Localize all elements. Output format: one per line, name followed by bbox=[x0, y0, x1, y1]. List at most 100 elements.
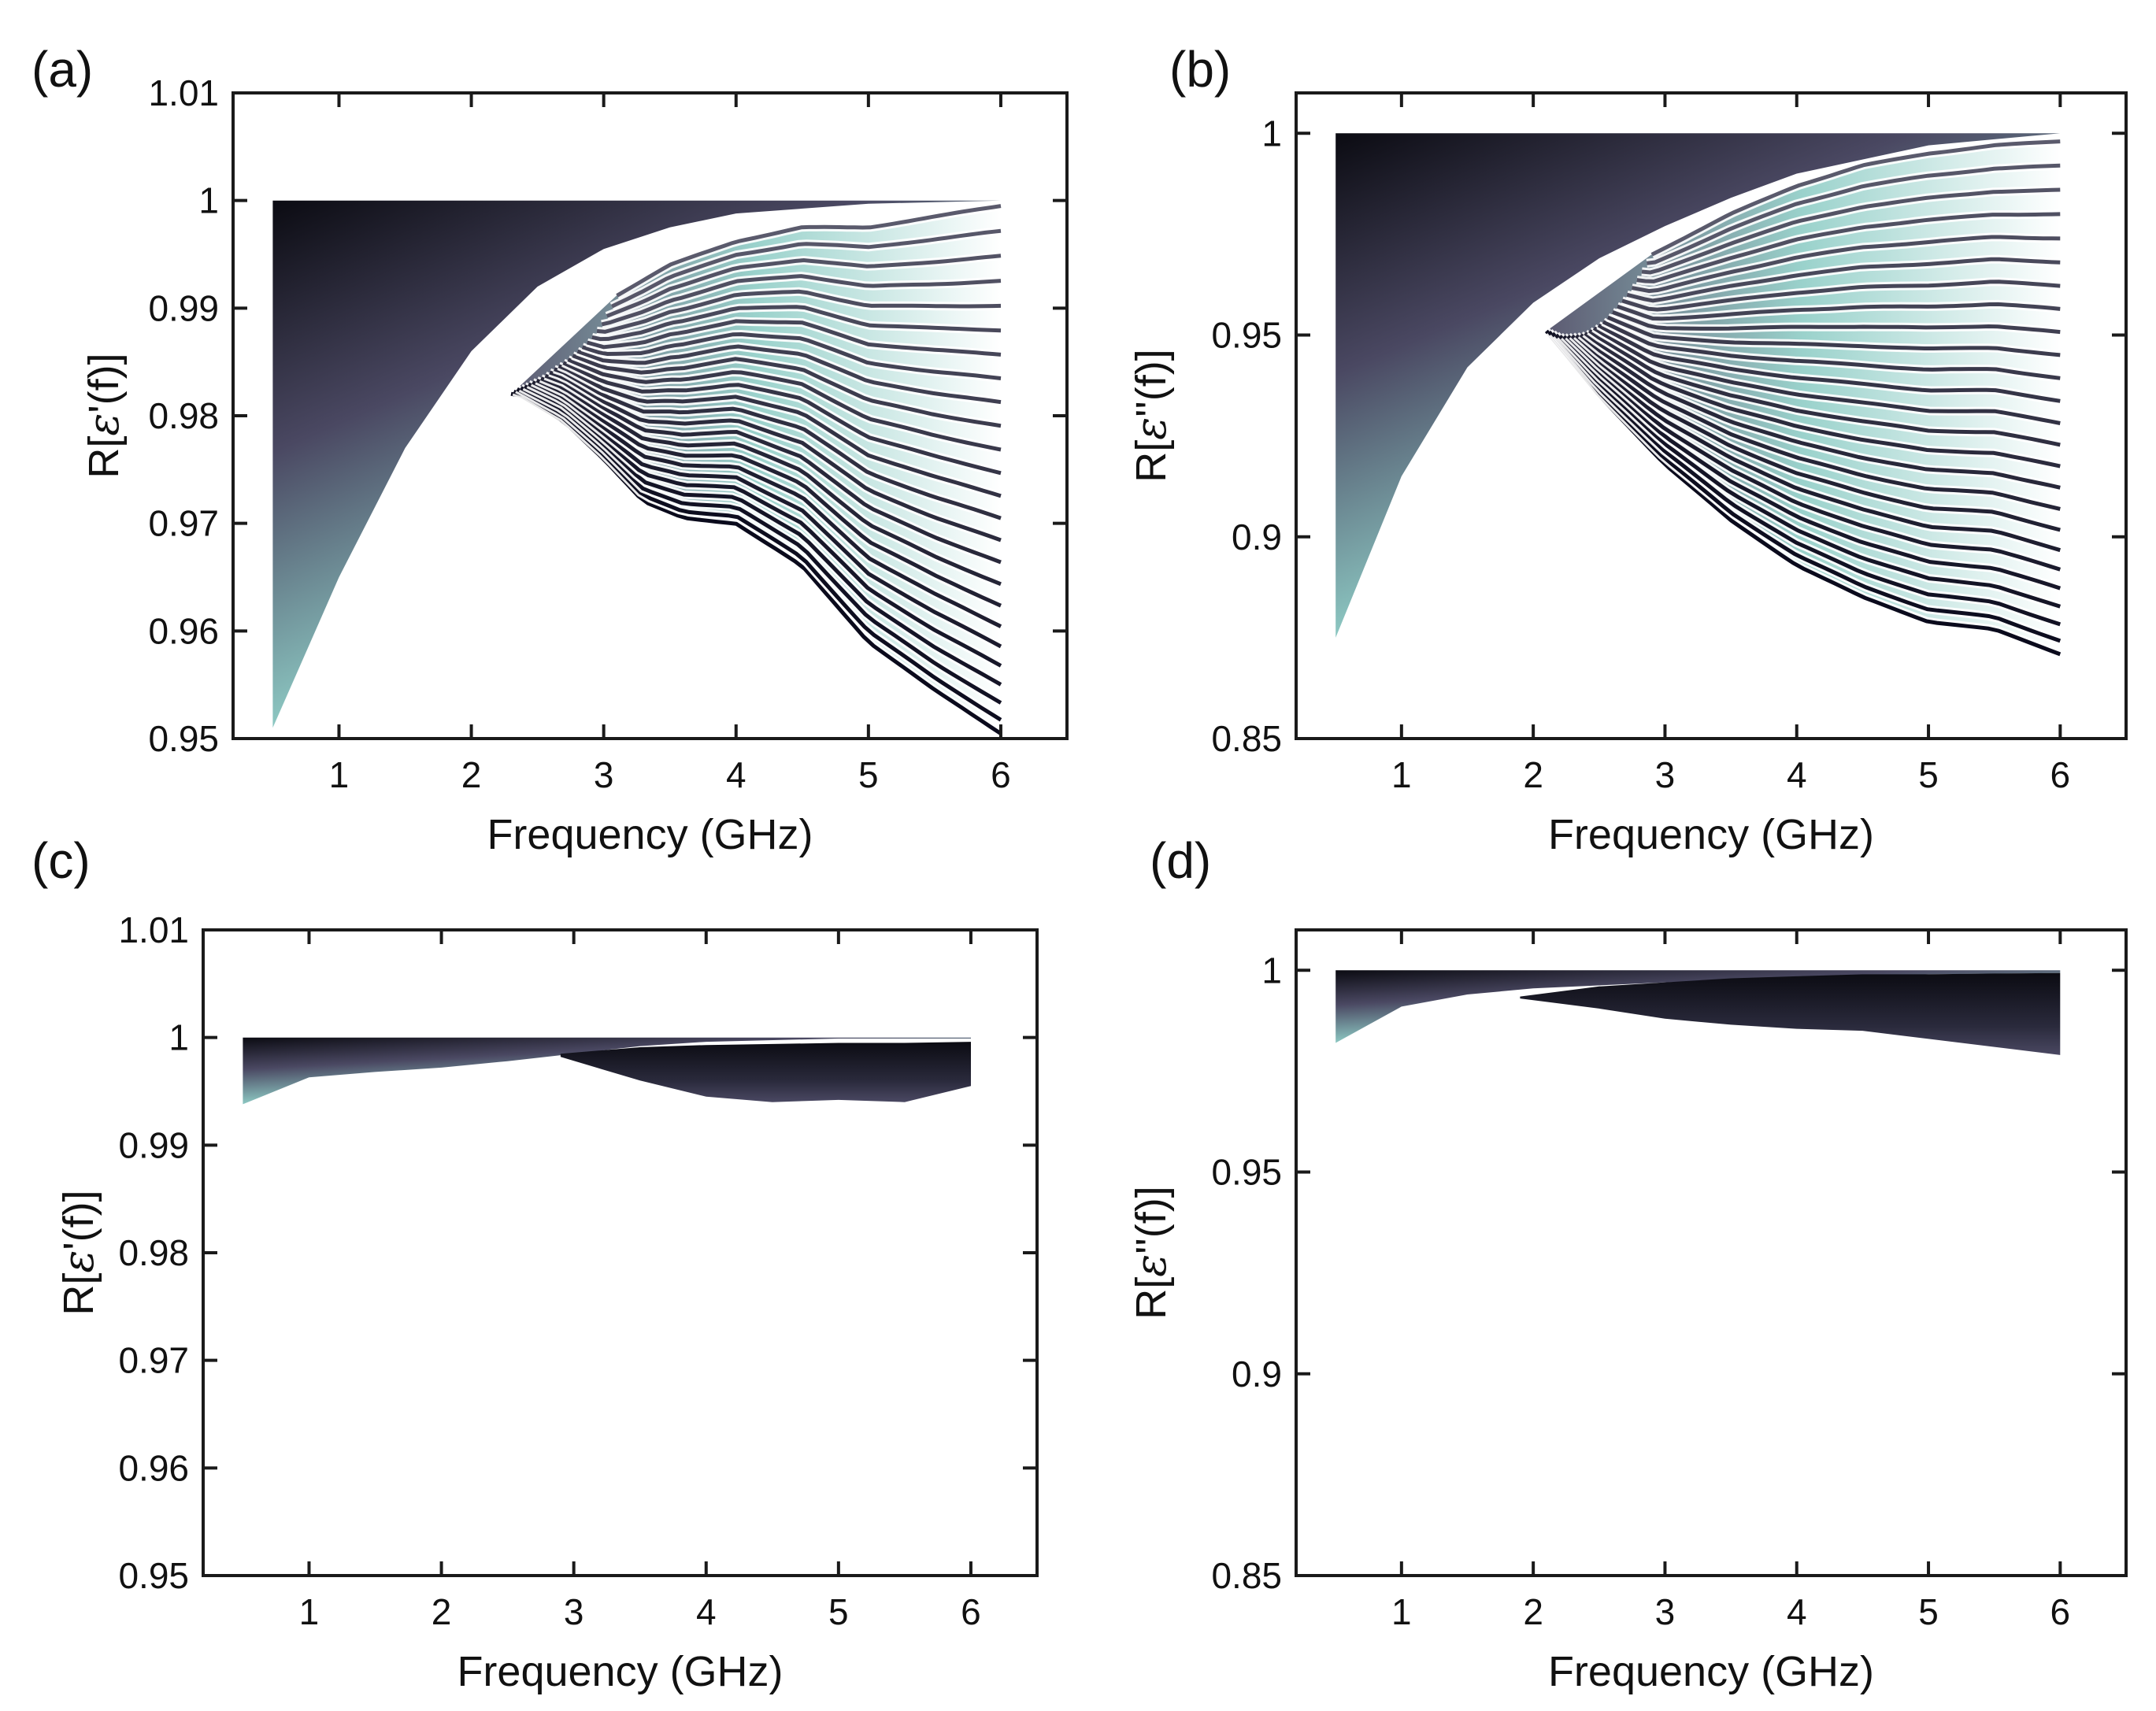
y-tick-label: 1 bbox=[198, 180, 219, 221]
dark-band-c bbox=[560, 1042, 971, 1102]
dark-band-d bbox=[1520, 972, 2061, 1055]
y-axis-label-symbol: ε bbox=[54, 1250, 103, 1273]
y-axis-label-symbol: ε bbox=[1126, 417, 1176, 440]
curve-line bbox=[1650, 139, 2061, 257]
curve-line bbox=[1570, 334, 2061, 532]
y-tick-label: 0.85 bbox=[1211, 1555, 1282, 1596]
curve-line bbox=[562, 361, 1002, 476]
curve-line bbox=[549, 370, 1002, 543]
curve-line bbox=[576, 344, 1002, 405]
curve-line bbox=[558, 364, 1002, 498]
curve-line bbox=[1602, 320, 2061, 380]
curve-line bbox=[1617, 302, 2061, 321]
curve-line bbox=[1611, 310, 2061, 335]
panel-label-c: (c) bbox=[31, 832, 91, 889]
curve-line bbox=[528, 382, 1002, 649]
y-tick-label: 1 bbox=[1261, 950, 1282, 991]
x-tick-label: 4 bbox=[1787, 1591, 1807, 1632]
axes-frame bbox=[202, 928, 1039, 1577]
x-tick-label: 3 bbox=[564, 1591, 584, 1632]
curve-line bbox=[1592, 326, 2061, 425]
y-axis-label-symbol: ε bbox=[1126, 1254, 1176, 1277]
x-tick-label: 4 bbox=[696, 1591, 717, 1632]
y-tick-label: 0.98 bbox=[118, 1232, 189, 1273]
x-axis-label: Frequency (GHz) bbox=[1548, 1648, 1874, 1695]
curve-line bbox=[1566, 335, 2062, 553]
curve-line bbox=[567, 357, 1002, 452]
plot-area-b bbox=[1335, 133, 2062, 659]
fan-area-a bbox=[272, 200, 1001, 728]
curve-line bbox=[1550, 331, 2062, 627]
curve-line bbox=[1636, 212, 2061, 283]
x-tick-label: 3 bbox=[1655, 754, 1676, 795]
x-tick-label: 5 bbox=[828, 1591, 849, 1632]
curve-line bbox=[572, 354, 1002, 428]
y-tick-label: 0.9 bbox=[1232, 517, 1282, 557]
x-tick-label: 4 bbox=[1787, 754, 1807, 795]
x-axis-label: Frequency (GHz) bbox=[1548, 811, 1874, 858]
y-tick-label: 0.96 bbox=[148, 610, 219, 651]
curve-line bbox=[1641, 187, 2061, 275]
x-tick-label: 3 bbox=[1655, 1591, 1676, 1632]
plot-area-d bbox=[1335, 970, 2061, 1055]
y-tick-label: 0.97 bbox=[118, 1340, 189, 1381]
x-tick-label: 2 bbox=[432, 1591, 452, 1632]
panel-a: 1 2 3 4 5 6 0.95 0.96 0.97 0.98 0.99 1 1.01 Frequency… bbox=[31, 41, 1069, 858]
curve-line bbox=[1575, 334, 2061, 511]
y-tick-label: 1 bbox=[1261, 113, 1282, 154]
plot-area-c bbox=[243, 1037, 971, 1105]
x-tick-label: 2 bbox=[461, 754, 482, 795]
x-tick-label: 6 bbox=[991, 754, 1011, 795]
x-tick-label: 1 bbox=[329, 754, 350, 795]
y-tick-label: 0.98 bbox=[148, 395, 219, 436]
plot-area-a bbox=[272, 200, 1004, 738]
panel-label-a: (a) bbox=[31, 41, 93, 98]
y-tick-label: 0.95 bbox=[1211, 1152, 1282, 1193]
x-axis-label: Frequency (GHz) bbox=[457, 1648, 783, 1695]
fan-area-d bbox=[1335, 970, 2061, 1043]
y-tick-label: 0.99 bbox=[118, 1124, 189, 1165]
x-tick-label: 1 bbox=[299, 1591, 320, 1632]
curve-line bbox=[1621, 280, 2061, 312]
curve-line bbox=[1606, 315, 2061, 357]
y-tick-label: 0.97 bbox=[148, 503, 219, 544]
y-axis-label: R[ε''(f)] bbox=[1126, 1186, 1176, 1320]
x-tick-label: 4 bbox=[726, 754, 746, 795]
curve-line bbox=[1631, 235, 2061, 294]
x-tick-label: 6 bbox=[2050, 1591, 2071, 1632]
curve-line bbox=[1597, 323, 2061, 403]
y-axis-label-prefix: R[ bbox=[1128, 440, 1175, 483]
curve-line bbox=[611, 228, 1002, 309]
panel-label-d: (d) bbox=[1150, 832, 1211, 889]
x-tick-label: 5 bbox=[858, 754, 879, 795]
x-axis-label: Frequency (GHz) bbox=[487, 811, 813, 858]
y-tick-label: 0.9 bbox=[1232, 1354, 1282, 1394]
y-tick-label: 0.95 bbox=[148, 718, 219, 759]
curve-line bbox=[1562, 335, 2062, 572]
fan-area-c bbox=[243, 1037, 971, 1105]
x-tick-label: 2 bbox=[1523, 754, 1543, 795]
panel-d: 1 2 3 4 5 6 0.85 0.9 0.95 1 Frequency (GHz) R[ε''(f… bbox=[1126, 832, 2128, 1695]
y-tick-label: 1.01 bbox=[148, 72, 219, 113]
curve-line bbox=[544, 373, 1002, 565]
curve-line bbox=[591, 305, 1002, 342]
curve-line bbox=[1587, 329, 2061, 447]
axes-frame bbox=[1295, 91, 2128, 740]
panel-label-b: (b) bbox=[1169, 41, 1231, 98]
y-tick-label: 1.01 bbox=[118, 909, 189, 950]
y-tick-label: 0.99 bbox=[148, 287, 219, 328]
y-tick-label: 0.95 bbox=[1211, 315, 1282, 356]
y-axis-label: R[ε'(f)] bbox=[79, 353, 128, 478]
curve-line bbox=[1554, 333, 2062, 609]
panel-c: 1 2 3 4 5 6 0.95 0.96 0.97 0.98 0.99 1 1.01 Frequency… bbox=[31, 832, 1039, 1695]
curve-line bbox=[601, 274, 1002, 327]
curve-line bbox=[1579, 333, 2061, 490]
y-axis-label-prefix: R[ bbox=[55, 1273, 102, 1316]
y-axis-label-prefix: R[ bbox=[80, 436, 128, 479]
y-axis-label: R[ε''(f)] bbox=[1126, 349, 1176, 483]
axes-frame bbox=[1295, 928, 2128, 1577]
panel-b: 1 2 3 4 5 6 0.85 0.9 0.95 1 Frequency (GHz) R[ε''(f… bbox=[1126, 41, 2128, 858]
curve-line bbox=[1584, 331, 2061, 468]
y-axis-label-prefix: R[ bbox=[1128, 1277, 1175, 1320]
